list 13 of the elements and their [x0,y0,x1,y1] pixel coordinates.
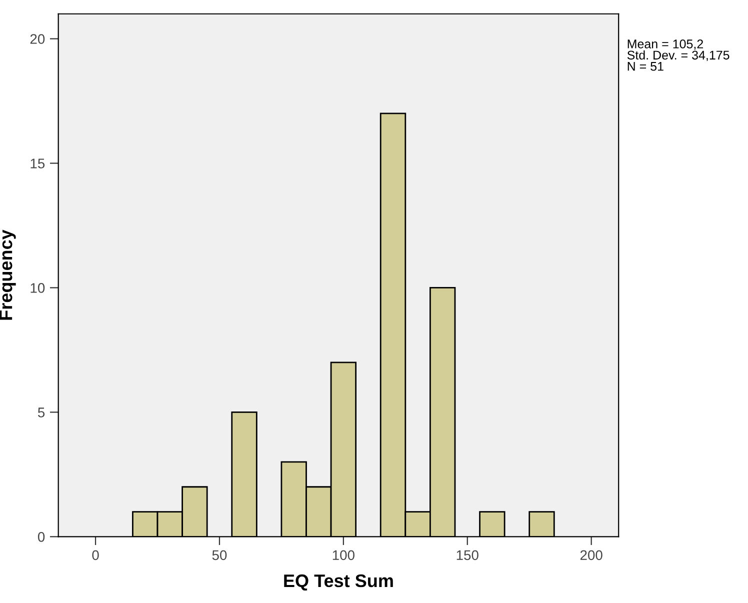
y-axis-title: Frequency [0,230,16,320]
y-tick-label: 0 [38,532,45,542]
x-tick-label: 100 [332,550,354,560]
text: Mean = 105,2 Std. Dev. = 34,175 N = 51 [627,40,730,71]
y-tick-label: 15 [30,158,45,168]
x-tick-label: 50 [212,550,227,560]
y-tick-label: 10 [30,283,45,293]
x-tick-label: 0 [92,550,99,560]
x-axis-title: EQ Test Sum [284,574,393,591]
y-tick-label: 20 [30,34,45,44]
x-tick-label: 200 [580,550,602,560]
y-tick-label: 5 [38,408,45,418]
x-tick-label: 150 [456,550,478,560]
